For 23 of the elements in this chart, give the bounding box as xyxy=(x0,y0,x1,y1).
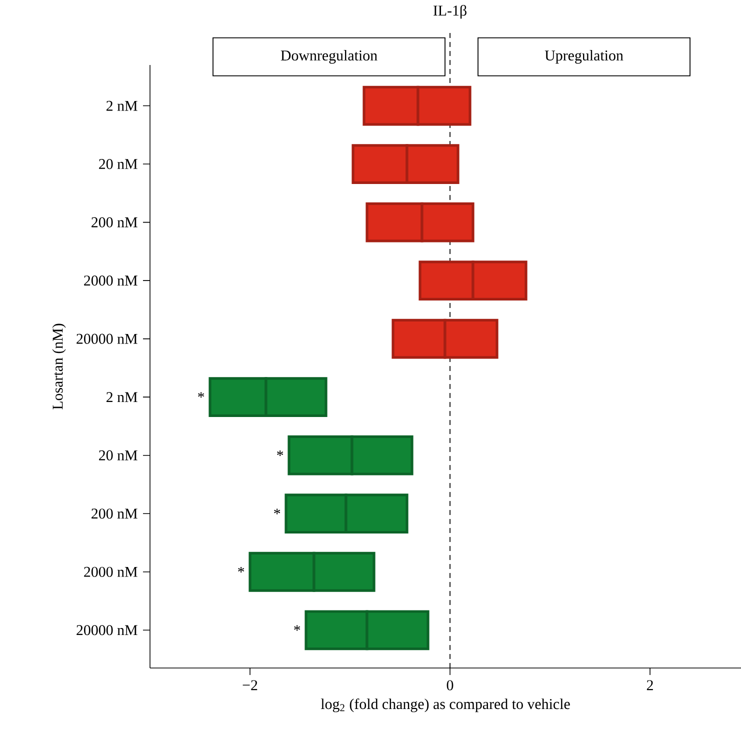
annotation: Upregulation xyxy=(544,50,624,64)
data-label: * xyxy=(198,392,204,398)
y-tick-label: 20000 nM xyxy=(76,334,138,344)
y-axis-title: Losartan (nM) xyxy=(52,324,66,410)
x-tick-label: −2 xyxy=(242,680,258,690)
x-tick-label: 2 xyxy=(646,680,653,690)
data-label: * xyxy=(277,450,284,456)
annotation: Downregulation xyxy=(280,50,378,64)
y-tick-label: 20 nM xyxy=(99,450,138,460)
y-tick-label: 20 nM xyxy=(99,158,138,170)
data-label: * xyxy=(274,508,280,514)
y-tick-label: 2000 nM xyxy=(84,566,138,577)
y-tick-label: 2 nM xyxy=(106,392,138,402)
y-tick-label: 2 nM xyxy=(106,100,138,111)
data-label: * xyxy=(294,625,300,631)
data-label: * xyxy=(238,566,244,572)
y-tick-label: 2000 nM xyxy=(84,276,138,286)
x-tick-label: 0 xyxy=(446,680,454,690)
x-axis-title: log$_{2}$ (fold change) as compared to vehicle xyxy=(320,698,570,712)
y-tick-label: 200 nM xyxy=(92,508,138,519)
y-tick-label: 20000 nM xyxy=(76,625,138,636)
y-tick-label: 200 nM xyxy=(92,217,138,228)
chart-title: IL-1β xyxy=(433,4,466,19)
